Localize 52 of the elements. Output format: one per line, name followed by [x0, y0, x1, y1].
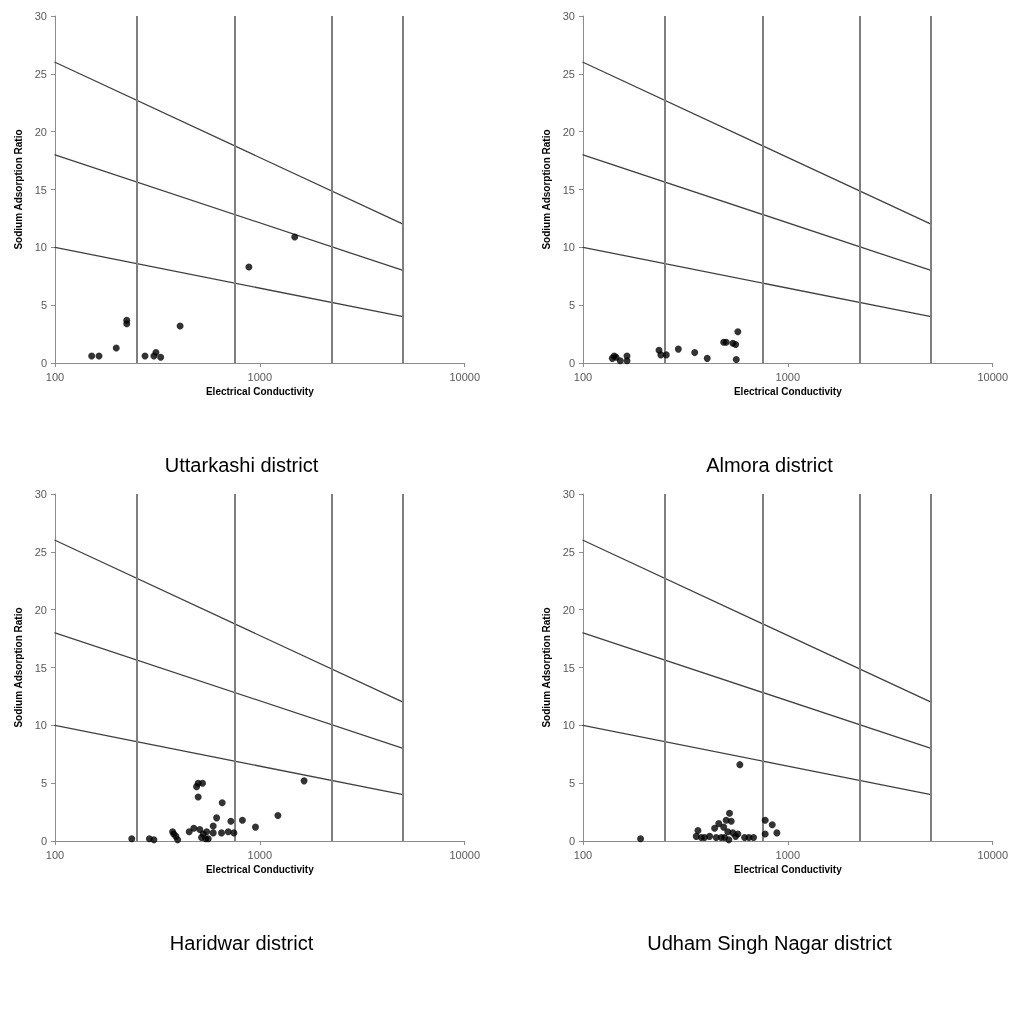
- y-axis-title: Sodium Adsorption Ratio: [540, 607, 552, 728]
- y-axis-title: Sodium Adsorption Ratio: [12, 129, 24, 250]
- y-tick-label: 15: [34, 661, 47, 674]
- x-axis-title: Electrical Conductivity: [205, 864, 315, 876]
- y-tick-label: 25: [34, 67, 47, 80]
- y-tick-label: 20: [562, 125, 575, 138]
- text: Uttarkashi district: [164, 454, 319, 476]
- x-tick-label: 1000: [247, 848, 273, 861]
- y-tick-label: 30: [562, 488, 575, 500]
- y-tick-label: 10: [34, 719, 47, 732]
- y-tick-label: 10: [34, 241, 47, 254]
- text: Haridwar district: [169, 932, 314, 954]
- y-tick-label: 10: [562, 719, 575, 732]
- y-tick-label: 5: [568, 777, 575, 790]
- x-tick-label: 100: [45, 848, 65, 861]
- x-axis-title: Electrical Conductivity: [733, 864, 843, 876]
- x-tick-label: 10000: [977, 370, 1008, 383]
- y-tick-label: 0: [40, 835, 47, 847]
- y-tick-label: 0: [568, 357, 575, 369]
- y-tick-label: 5: [568, 299, 575, 312]
- y-tick-label: 0: [40, 357, 47, 369]
- y-tick-label: 5: [40, 777, 47, 790]
- y-tick-label: 30: [34, 488, 47, 500]
- y-tick-label: 25: [562, 545, 575, 558]
- y-tick-label: 30: [34, 10, 47, 22]
- x-tick-label: 1000: [775, 370, 801, 383]
- y-tick-label: 20: [34, 125, 47, 138]
- text: Almora district: [706, 454, 834, 476]
- x-tick-label: 100: [45, 370, 65, 383]
- y-tick-label: 15: [562, 183, 575, 196]
- y-tick-label: 30: [562, 10, 575, 22]
- x-tick-label: 1000: [247, 370, 273, 383]
- x-tick-label: 10000: [449, 370, 480, 383]
- y-tick-label: 20: [562, 603, 575, 616]
- y-tick-label: 15: [34, 183, 47, 196]
- text: Udham Singh Nagar district: [647, 932, 893, 954]
- y-tick-label: 5: [40, 299, 47, 312]
- y-tick-label: 10: [562, 241, 575, 254]
- x-axis-title: Electrical Conductivity: [205, 386, 315, 398]
- y-axis-title: Sodium Adsorption Ratio: [540, 129, 552, 250]
- y-axis-title: Sodium Adsorption Ratio: [12, 607, 24, 728]
- x-tick-label: 10000: [977, 848, 1008, 861]
- y-tick-label: 0: [568, 835, 575, 847]
- y-tick-label: 20: [34, 603, 47, 616]
- x-axis-title: Electrical Conductivity: [733, 386, 843, 398]
- x-tick-label: 100: [573, 848, 593, 861]
- y-tick-label: 15: [562, 661, 575, 674]
- y-tick-label: 25: [562, 67, 575, 80]
- y-tick-label: 25: [34, 545, 47, 558]
- x-tick-label: 100: [573, 370, 593, 383]
- x-tick-label: 10000: [449, 848, 480, 861]
- x-tick-label: 1000: [775, 848, 801, 861]
